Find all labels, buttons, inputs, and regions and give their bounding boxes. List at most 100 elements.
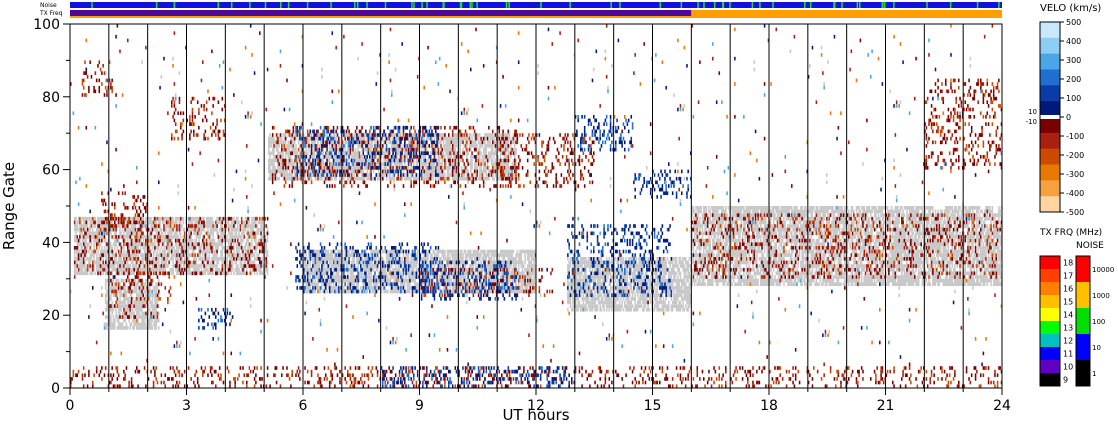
range-cell [766, 242, 768, 247]
range-cell [788, 209, 790, 214]
noise-bar-tick [249, 2, 251, 8]
range-cell [244, 220, 247, 225]
range-cell [877, 224, 880, 228]
range-cell [871, 224, 873, 228]
range-cell [810, 213, 812, 217]
range-cell [844, 271, 846, 276]
range-cell [128, 257, 130, 261]
range-cell [827, 271, 829, 276]
range-cell [211, 260, 213, 265]
range-cell [132, 227, 134, 232]
range-cell [838, 267, 841, 272]
range-cell [866, 213, 868, 217]
range-cell [718, 249, 721, 254]
range-cell [185, 257, 187, 261]
range-cell [104, 282, 107, 287]
range-cell [807, 267, 810, 272]
range-cell [88, 264, 90, 268]
range-cell [154, 271, 156, 276]
range-cell [775, 282, 778, 287]
range-cell [858, 235, 860, 239]
range-cell [151, 264, 154, 268]
range-cell [807, 209, 810, 214]
range-cell [775, 224, 778, 228]
range-cell [833, 231, 836, 236]
range-cell [800, 235, 802, 239]
range-cell [152, 260, 155, 265]
range-cell [870, 249, 872, 254]
range-cell [114, 264, 116, 268]
range-cell [902, 238, 904, 243]
range-cell [892, 242, 894, 247]
range-cell [190, 238, 192, 243]
range-cell [699, 257, 701, 261]
range-cell [739, 216, 741, 221]
range-cell [797, 235, 800, 239]
range-cell [251, 235, 253, 239]
range-cell [792, 264, 794, 268]
range-cell [123, 253, 125, 257]
range-cell [793, 257, 796, 261]
range-cell [266, 235, 269, 239]
range-cell [829, 227, 832, 232]
range-cell [194, 231, 196, 236]
range-cell [737, 264, 740, 268]
noise-bar-tick [264, 2, 267, 8]
range-cell [692, 271, 695, 276]
range-cell [715, 253, 718, 257]
range-cell [759, 209, 762, 214]
range-cell [238, 235, 240, 239]
range-cell [251, 253, 253, 257]
range-cell [726, 264, 728, 268]
range-cell [836, 282, 838, 287]
range-cell [823, 209, 825, 214]
range-cell [895, 231, 898, 236]
range-cell [776, 264, 779, 268]
range-cell [176, 249, 178, 254]
range-cell [897, 224, 899, 228]
range-cell [185, 220, 187, 225]
range-cell [124, 267, 126, 272]
range-cell [259, 264, 261, 268]
range-cell [247, 253, 249, 257]
range-cell [220, 235, 222, 239]
range-cell [876, 209, 878, 214]
range-cell [706, 253, 709, 257]
range-cell [846, 267, 849, 272]
range-cell [708, 206, 710, 210]
range-cell [110, 242, 112, 247]
range-cell [119, 293, 121, 298]
range-cell [130, 246, 133, 250]
range-cell [876, 249, 878, 254]
range-cell [230, 267, 233, 272]
noise-bar-tick [751, 2, 754, 8]
range-cell [142, 246, 145, 250]
txfreq-segment [70, 10, 692, 16]
range-cell [212, 271, 214, 276]
range-cell [766, 235, 768, 239]
range-cell [163, 238, 165, 243]
range-cell [121, 238, 124, 243]
range-cell [125, 249, 128, 254]
range-cell [183, 238, 186, 243]
range-cell [734, 209, 736, 214]
range-cell [772, 213, 775, 217]
range-cell [693, 213, 696, 217]
range-cell [141, 307, 143, 312]
range-cell [831, 271, 833, 276]
range-cell [757, 206, 759, 210]
range-cell [864, 224, 867, 228]
range-cell [112, 322, 115, 327]
range-cell [752, 253, 754, 257]
range-cell [95, 264, 98, 268]
range-cell [90, 242, 93, 247]
range-cell [719, 227, 722, 232]
range-cell [811, 213, 814, 217]
range-cell [164, 249, 167, 254]
range-cell [765, 224, 767, 228]
range-cell [114, 322, 116, 327]
range-cell [80, 242, 82, 247]
range-cell [780, 246, 783, 250]
range-cell [726, 249, 728, 254]
range-cell [695, 253, 697, 257]
